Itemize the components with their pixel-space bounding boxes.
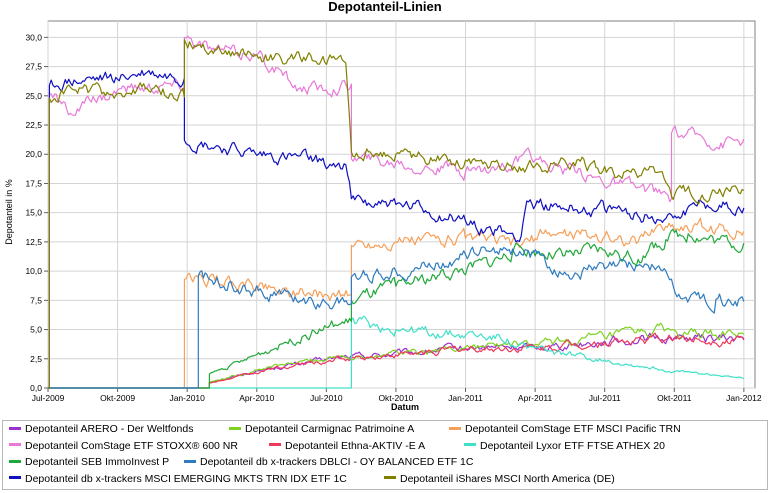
y-tick-label: 27,5	[25, 62, 42, 72]
legend: Depotanteil ARERO - Der Weltfonds Depotan…	[2, 420, 768, 490]
series-line-4	[48, 35, 745, 389]
legend-entry: Depotanteil SEB ImmoInvest P	[9, 456, 169, 470]
legend-swatch	[229, 426, 241, 430]
series-line-10	[48, 39, 745, 389]
x-tick-label: Jul-2010	[310, 393, 343, 403]
y-tick-label: 20,0	[25, 149, 42, 159]
y-tick-label: 12,5	[25, 237, 42, 247]
x-tick-label: Apr-2011	[518, 393, 553, 403]
legend-label: Depotanteil SEB ImmoInvest P	[25, 456, 170, 468]
legend-swatch	[9, 443, 21, 447]
y-tick-label: 2,5	[30, 354, 42, 364]
y-tick-label: 30,0	[25, 32, 42, 42]
x-tick-label: Okt-2009	[100, 393, 135, 403]
chart-title: Depotanteil-Linien	[328, 0, 441, 14]
legend-entry: Depotanteil db x-trackers DBLCI - OY BAL…	[184, 456, 473, 470]
legend-entry: Depotanteil Carmignac Patrimoine A	[229, 423, 414, 437]
series-line-8	[48, 246, 745, 389]
legend-entry: Depotanteil ComStage ETF MSCI Pacific TR…	[449, 423, 681, 437]
y-tick-label: 15,0	[25, 208, 42, 218]
legend-swatch	[384, 476, 396, 480]
legend-label: Depotanteil db x-trackers MSCI EMERGING …	[25, 472, 347, 485]
y-tick-label: 22,5	[25, 120, 42, 130]
legend-entry: Depotanteil iShares MSCI North America (…	[384, 473, 615, 487]
x-tick-label: Jan-2011	[448, 393, 483, 403]
y-tick-label: 25,0	[25, 91, 42, 101]
x-tick-label: Jan-2012	[726, 393, 762, 403]
line-chart: Depotanteil-Linien 0,0 2,5 5,0 7,5 10,0 12,5 1…	[4, 0, 762, 412]
legend-label: Depotanteil Lyxor ETF FTSE ATHEX 20	[480, 439, 665, 452]
series-line-5	[48, 332, 745, 389]
legend-swatch	[464, 443, 476, 447]
legend-label: Depotanteil ARERO - Der Weltfonds	[25, 423, 194, 435]
x-tick-label: Jul-2011	[589, 393, 621, 403]
legend-label: Depotanteil Carmignac Patrimoine A	[245, 423, 415, 435]
y-tick-label: 0,0	[30, 383, 42, 393]
axis-layer: 0,0 2,5 5,0 7,5 10,0 12,5 15,0 17,5 20,0 22,5 25,0…	[25, 32, 761, 403]
legend-label: Depotanteil Ethna-AKTIV -E A	[285, 439, 426, 452]
legend-swatch	[9, 476, 21, 480]
legend-swatch	[269, 443, 281, 447]
legend-swatch	[184, 459, 196, 463]
legend-label: Depotanteil ComStage ETF STOXX® 600 NR	[25, 439, 238, 452]
x-tick-label: Okt-2010	[378, 393, 413, 403]
x-tick-label: Jul-2009	[32, 393, 65, 403]
x-axis-label: Datum	[391, 402, 419, 412]
legend-label: Depotanteil iShares MSCI North America (…	[400, 472, 615, 485]
x-tick-label: Apr-2010	[239, 393, 274, 403]
legend-entry: Depotanteil ComStage ETF STOXX® 600 NR	[9, 440, 238, 454]
legend-entry: Depotanteil Ethna-AKTIV -E A	[269, 440, 425, 454]
series-layer	[48, 35, 745, 389]
legend-label: Depotanteil db x-trackers DBLCI - OY BAL…	[200, 456, 474, 468]
legend-swatch	[449, 426, 461, 430]
y-axis-label: Depotanteil in %	[4, 179, 14, 245]
legend-entry: Depotanteil ARERO - Der Weltfonds	[9, 423, 193, 437]
legend-entry: Depotanteil Lyxor ETF FTSE ATHEX 20	[464, 440, 665, 454]
y-tick-label: 17,5	[25, 178, 42, 188]
series-line-7	[48, 228, 745, 389]
series-line-6	[48, 315, 745, 389]
x-tick-label: Jan-2010	[169, 393, 205, 403]
y-tick-label: 5,0	[30, 325, 42, 335]
series-line-9	[48, 69, 745, 389]
legend-swatch	[9, 459, 21, 463]
legend-swatch	[9, 426, 21, 430]
legend-entry: Depotanteil db x-trackers MSCI EMERGING …	[9, 473, 347, 487]
x-tick-label: Okt-2011	[657, 393, 692, 403]
y-tick-label: 7,5	[30, 295, 42, 305]
y-tick-label: 10,0	[25, 266, 42, 276]
legend-label: Depotanteil ComStage ETF MSCI Pacific TR…	[465, 423, 681, 435]
series-line-3	[48, 217, 745, 389]
